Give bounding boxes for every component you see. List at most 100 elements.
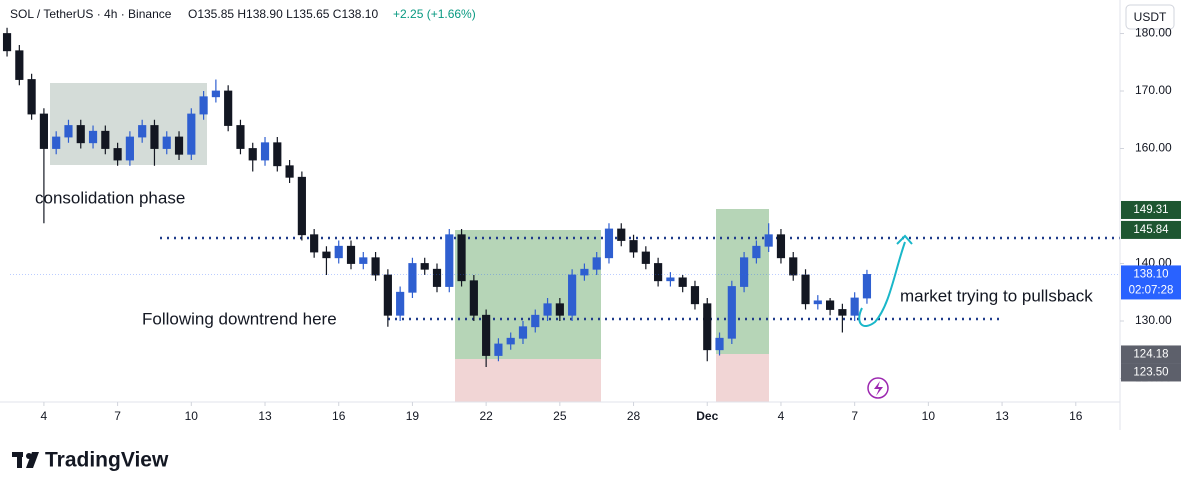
candle-body xyxy=(224,90,233,126)
candle-body xyxy=(273,142,282,167)
price-tag xyxy=(1121,200,1181,219)
brand: TradingView xyxy=(45,449,169,472)
candle-body xyxy=(826,300,835,310)
candle-body xyxy=(408,263,417,293)
y-tick-label: 130.00 xyxy=(1135,313,1172,327)
alert-icon xyxy=(867,377,889,399)
candle-body xyxy=(715,337,724,351)
candle-body xyxy=(703,303,712,351)
candle-body xyxy=(371,257,380,276)
candle-body xyxy=(789,257,798,276)
currency: USDT xyxy=(1134,10,1167,24)
candle-body xyxy=(604,228,614,259)
candle-body xyxy=(555,303,564,316)
candle-body xyxy=(568,274,577,316)
candle-body xyxy=(776,234,786,259)
profit-zone xyxy=(455,230,601,359)
candle-body xyxy=(236,125,245,149)
candle-body xyxy=(260,142,270,161)
candle-body xyxy=(297,176,306,236)
candle-body xyxy=(740,257,749,287)
candle-body xyxy=(285,165,294,178)
annotation: Following downtrend here xyxy=(142,309,337,328)
candle-body xyxy=(101,130,110,149)
candle-body xyxy=(211,90,220,98)
candle-body xyxy=(432,268,442,287)
x-tick-label: 16 xyxy=(332,409,346,423)
candle-body xyxy=(396,291,405,316)
candle-body xyxy=(322,251,331,259)
candle-body xyxy=(654,263,663,282)
x-tick-label: 10 xyxy=(922,409,936,423)
x-tick-label: 10 xyxy=(185,409,199,423)
candle-body xyxy=(617,228,626,241)
annotation: consolidation phase xyxy=(35,188,185,207)
candle-body xyxy=(641,251,650,264)
candle-body xyxy=(162,136,171,149)
candle-body xyxy=(543,303,552,316)
candle-body xyxy=(862,274,872,299)
candle-body xyxy=(138,125,147,138)
y-tick-label: 160.00 xyxy=(1135,141,1172,155)
annotation: market trying to pullsback xyxy=(900,286,1093,305)
candle-body xyxy=(752,245,761,259)
loss-zone xyxy=(455,359,601,402)
candle-body xyxy=(531,314,540,328)
price-tag xyxy=(1121,265,1181,300)
candle-body xyxy=(150,125,159,149)
x-tick-label: 25 xyxy=(553,409,567,423)
x-tick-label: 13 xyxy=(995,409,1009,423)
x-tick-label: 16 xyxy=(1069,409,1083,423)
candle-body xyxy=(469,280,478,316)
candle-body xyxy=(813,300,822,305)
candle-body xyxy=(52,136,61,149)
candle-body xyxy=(199,96,208,115)
candle-body xyxy=(666,277,675,282)
candle-body xyxy=(310,234,319,253)
x-tick-label: 28 xyxy=(627,409,641,423)
candle-body xyxy=(248,148,257,161)
price-tag-label: 124.18 xyxy=(1133,348,1168,360)
candle-body xyxy=(125,136,134,161)
candle-body xyxy=(850,297,859,316)
projection-arrow xyxy=(858,241,906,327)
candle-body xyxy=(383,274,392,316)
candle-body xyxy=(678,277,687,287)
candle-body xyxy=(727,286,736,339)
price-tag xyxy=(1121,220,1181,239)
candle-body xyxy=(494,343,503,356)
candle-body xyxy=(39,113,48,149)
candle-body xyxy=(506,337,515,345)
candle-body xyxy=(174,136,184,155)
x-tick-label: Dec xyxy=(696,409,718,423)
x-tick-label: 7 xyxy=(114,409,121,423)
price-tag-label: 138.10 xyxy=(1133,268,1168,280)
candle-body xyxy=(580,268,589,276)
candle-body xyxy=(346,245,356,264)
x-tick-label: 19 xyxy=(406,409,420,423)
price-tag-label: 145.84 xyxy=(1133,224,1169,236)
candle-body xyxy=(15,50,24,80)
x-tick-label: 13 xyxy=(258,409,272,423)
arrow-head xyxy=(896,234,913,245)
candle-body xyxy=(838,309,847,316)
candle-body xyxy=(690,286,700,305)
x-tick-label: 4 xyxy=(778,409,785,423)
candle-body xyxy=(334,245,343,259)
candle-body xyxy=(88,130,98,144)
candle-body xyxy=(2,33,12,52)
candle-body xyxy=(592,257,601,270)
y-tick-label: 180.00 xyxy=(1135,26,1172,40)
candle-body xyxy=(113,148,122,161)
candle-body xyxy=(27,79,36,115)
price-tag-label: 123.50 xyxy=(1133,366,1168,378)
alert-bolt xyxy=(874,381,883,396)
symbol: SOL / TetherUS · 4h · Binance xyxy=(10,7,172,21)
x-tick-label: 22 xyxy=(479,409,493,423)
x-tick-label: 7 xyxy=(851,409,858,423)
ohlc: O135.85 H138.90 L135.65 C138.10 xyxy=(188,7,378,21)
candle-body xyxy=(359,257,368,264)
candle-body xyxy=(76,125,85,144)
candle-body xyxy=(801,274,810,305)
x-tick-label: 4 xyxy=(41,409,48,423)
